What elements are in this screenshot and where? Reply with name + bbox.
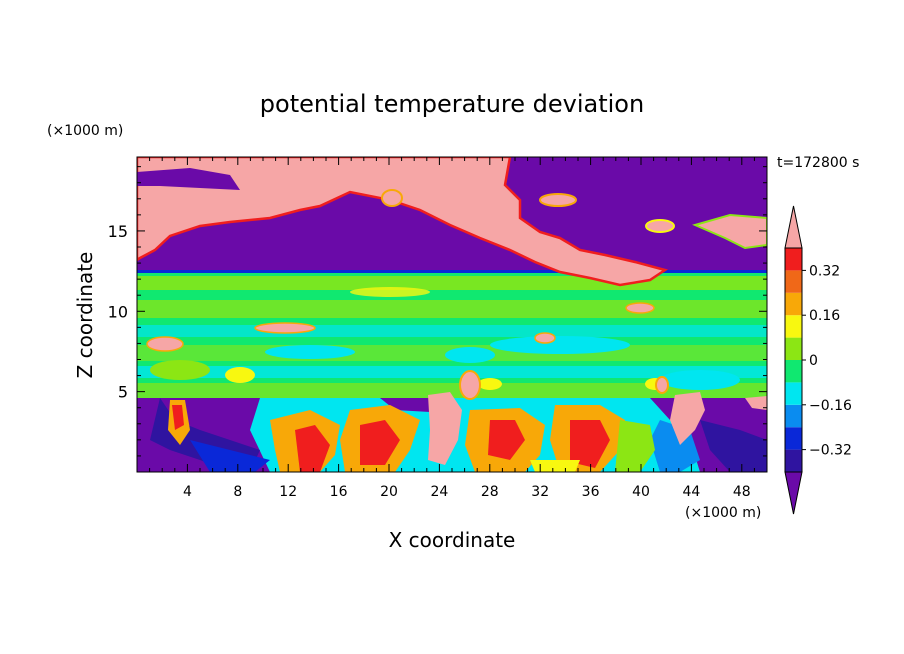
x-tick-label: 32 xyxy=(531,484,549,500)
x-tick-label: 24 xyxy=(430,484,448,500)
x-tick-label: 44 xyxy=(682,484,700,500)
x-tick-label: 20 xyxy=(380,484,398,500)
y-axis: 5 10 15 xyxy=(108,166,767,457)
colorbar-bin xyxy=(785,382,802,405)
x-tick-label: 40 xyxy=(632,484,650,500)
x-tick-label: 4 xyxy=(183,484,192,500)
colorbar-extend-max xyxy=(784,205,803,249)
x-unit-label: (×1000 m) xyxy=(685,505,761,521)
x-tick-label: 12 xyxy=(279,484,297,500)
colorbar-bin xyxy=(785,449,802,472)
x-tick-label: 16 xyxy=(330,484,348,500)
colorbar-bin xyxy=(785,248,802,271)
x-tick-label: 36 xyxy=(582,484,600,500)
x-axis-label: X coordinate xyxy=(389,528,516,552)
x-tick-label: 28 xyxy=(481,484,499,500)
colorbar-extend-min xyxy=(784,471,803,515)
y-tick-label: 15 xyxy=(108,222,128,241)
y-unit-label: (×1000 m) xyxy=(47,123,123,139)
colorbar-tick-label: 0 xyxy=(809,353,818,369)
colorbar-bin xyxy=(785,360,802,383)
y-tick-label: 5 xyxy=(118,383,128,402)
chart-title: potential temperature deviation xyxy=(260,90,644,118)
colorbar-tick-label: −0.16 xyxy=(809,398,852,414)
x-tick-label: 8 xyxy=(233,484,242,500)
colorbar-bin xyxy=(785,292,802,316)
colorbar-bin xyxy=(785,427,802,450)
colorbar-bin xyxy=(785,315,802,338)
x-axis: 4 8 12 16 20 24 28 32 36 40 44 48 xyxy=(149,157,755,500)
colorbar-bin xyxy=(785,404,802,428)
contour-field xyxy=(137,157,767,472)
colorbar-tick-label: −0.32 xyxy=(809,443,852,459)
x-tick-label: 48 xyxy=(733,484,751,500)
colorbar-tick-label: 0.16 xyxy=(809,308,840,324)
colorbar-bin xyxy=(785,270,802,293)
y-tick-label: 10 xyxy=(108,302,128,321)
colorbar-bin xyxy=(785,337,802,360)
time-label: t=172800 s xyxy=(777,155,859,171)
y-axis-label: Z coordinate xyxy=(73,252,97,379)
colorbar-tick-label: 0.32 xyxy=(809,263,840,279)
colorbar: 0.32 0.16 0 −0.16 −0.32 xyxy=(784,205,852,515)
